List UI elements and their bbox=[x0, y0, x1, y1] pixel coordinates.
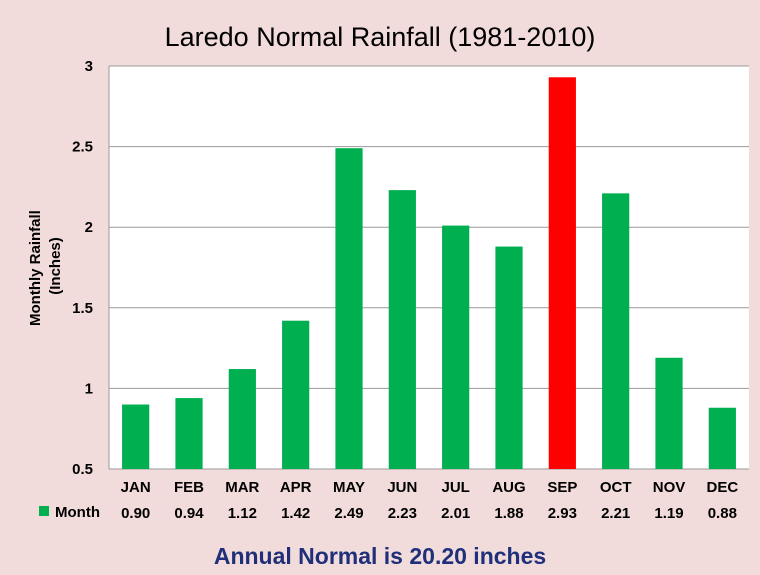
legend-swatch bbox=[39, 506, 49, 516]
y-tick-label: 2 bbox=[85, 219, 93, 236]
svg-text:Monthly Rainfall (Inches: Monthly Rainfall (Inches) bbox=[27, 206, 64, 326]
plot-area bbox=[109, 66, 749, 469]
y-tick-label: 0.5 bbox=[72, 461, 93, 478]
table-value: 0.90 bbox=[121, 505, 150, 522]
chart-title: Laredo Normal Rainfall (1981-2010) bbox=[164, 22, 596, 52]
legend-label: Month bbox=[55, 504, 100, 521]
table-value: 2.49 bbox=[334, 505, 363, 522]
y-tick-label: 1.5 bbox=[72, 300, 93, 317]
x-tick-label: FEB bbox=[174, 479, 204, 496]
table-value: 1.88 bbox=[494, 505, 523, 522]
y-tick-label: 1 bbox=[85, 380, 93, 397]
x-tick-label: MAR bbox=[225, 479, 259, 496]
annual-normal-note: Annual Normal is 20.20 inches bbox=[213, 543, 547, 569]
x-tick-label: MAY bbox=[333, 479, 365, 496]
x-tick-label: OCT bbox=[600, 479, 632, 496]
y-axis-label-line1: Monthly Rainfall bbox=[27, 210, 44, 326]
bars bbox=[122, 77, 736, 469]
y-tick-labels: 0.5 1 1.5 2 2.5 3 bbox=[72, 58, 93, 478]
bar-nov bbox=[655, 357, 683, 469]
bar-jan bbox=[122, 404, 150, 469]
table-value: 2.93 bbox=[548, 505, 577, 522]
x-tick-label: NOV bbox=[653, 479, 686, 496]
bar-mar bbox=[228, 369, 256, 469]
bar-sep bbox=[548, 77, 576, 469]
y-axis-label: Monthly Rainfall (Inches) bbox=[14, 196, 74, 336]
table-value: 2.23 bbox=[388, 505, 417, 522]
x-tick-label: JUN bbox=[387, 479, 417, 496]
bar-dec bbox=[708, 407, 736, 469]
bar-oct bbox=[602, 193, 630, 469]
x-tick-labels: JAN FEB MAR APR MAY JUN JUL AUG SEP OCT NOV DEC bbox=[121, 479, 739, 496]
x-tick-label: AUG bbox=[492, 479, 525, 496]
bar-feb bbox=[175, 398, 203, 469]
bar-aug bbox=[495, 246, 523, 469]
y-axis-label-line2: (Inches) bbox=[47, 237, 64, 295]
gridlines bbox=[108, 65, 749, 470]
table-value: 1.12 bbox=[228, 505, 257, 522]
bar-jun bbox=[388, 190, 416, 469]
y-tick-label: 3 bbox=[85, 58, 93, 75]
table-value: 1.19 bbox=[654, 505, 683, 522]
table-value: 0.94 bbox=[174, 505, 204, 522]
x-tick-label: JUL bbox=[441, 479, 469, 496]
x-tick-label: DEC bbox=[706, 479, 738, 496]
bar-jul bbox=[442, 225, 470, 469]
table-value: 2.21 bbox=[601, 505, 630, 522]
x-tick-label: SEP bbox=[547, 479, 577, 496]
x-tick-label: JAN bbox=[121, 479, 151, 496]
data-table: Month 0.90 0.94 1.12 1.42 2.49 2.23 2.01 1.88 2.… bbox=[39, 504, 737, 522]
x-tick-label: APR bbox=[280, 479, 312, 496]
table-value: 2.01 bbox=[441, 505, 470, 522]
table-value: 1.42 bbox=[281, 505, 310, 522]
y-tick-label: 2.5 bbox=[72, 139, 93, 156]
table-value: 0.88 bbox=[708, 505, 737, 522]
bar-apr bbox=[282, 320, 310, 469]
bar-may bbox=[335, 148, 363, 469]
